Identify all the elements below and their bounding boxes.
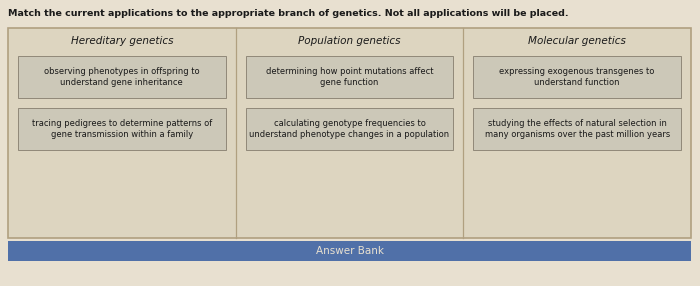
Text: Answer Bank: Answer Bank (316, 246, 384, 256)
FancyBboxPatch shape (473, 56, 681, 98)
FancyBboxPatch shape (8, 28, 691, 238)
Text: calculating genotype frequencies to
understand phenotype changes in a population: calculating genotype frequencies to unde… (249, 119, 449, 139)
Text: observing phenotypes in offspring to
understand gene inheritance: observing phenotypes in offspring to und… (44, 67, 199, 87)
FancyBboxPatch shape (473, 108, 681, 150)
Text: tracing pedigrees to determine patterns of
gene transmission within a family: tracing pedigrees to determine patterns … (32, 119, 212, 139)
Text: expressing exogenous transgenes to
understand function: expressing exogenous transgenes to under… (500, 67, 655, 87)
FancyBboxPatch shape (246, 108, 454, 150)
Text: determining how point mutations affect
gene function: determining how point mutations affect g… (266, 67, 433, 87)
FancyBboxPatch shape (18, 108, 225, 150)
Text: Molecular genetics: Molecular genetics (528, 36, 626, 46)
Text: studying the effects of natural selection in
many organisms over the past millio: studying the effects of natural selectio… (484, 119, 670, 139)
Text: Population genetics: Population genetics (298, 36, 400, 46)
Text: Hereditary genetics: Hereditary genetics (71, 36, 173, 46)
FancyBboxPatch shape (246, 56, 454, 98)
FancyBboxPatch shape (8, 241, 691, 261)
FancyBboxPatch shape (18, 56, 225, 98)
Text: Match the current applications to the appropriate branch of genetics. Not all ap: Match the current applications to the ap… (8, 9, 568, 18)
